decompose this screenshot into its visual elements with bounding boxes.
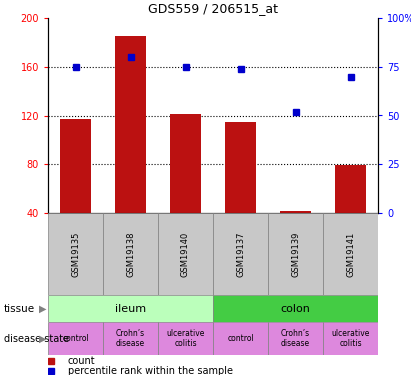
Text: ▶: ▶ (39, 303, 46, 313)
Text: colon: colon (281, 303, 310, 313)
Title: GDS559 / 206515_at: GDS559 / 206515_at (148, 3, 278, 15)
Text: ▶: ▶ (39, 333, 46, 344)
Text: Crohn’s
disease: Crohn’s disease (281, 329, 310, 348)
Bar (48, 322, 103, 355)
Bar (280, 210, 311, 213)
Text: GSM19141: GSM19141 (346, 231, 355, 277)
Text: percentile rank within the sample: percentile rank within the sample (68, 366, 233, 375)
Text: GSM19137: GSM19137 (236, 231, 245, 277)
Text: Crohn’s
disease: Crohn’s disease (116, 329, 145, 348)
Bar (48, 213, 103, 295)
Text: tissue: tissue (4, 303, 35, 313)
Text: GSM19140: GSM19140 (181, 231, 190, 277)
Bar (335, 165, 366, 213)
Bar (323, 213, 378, 295)
Bar (171, 114, 201, 213)
Bar (158, 322, 213, 355)
Bar (323, 322, 378, 355)
Bar (225, 122, 256, 213)
Text: ileum: ileum (115, 303, 146, 313)
Bar (213, 213, 268, 295)
Bar (103, 213, 158, 295)
Text: control: control (62, 334, 89, 343)
Bar (103, 322, 158, 355)
Text: disease state: disease state (4, 333, 69, 344)
Bar (213, 322, 268, 355)
Bar (115, 36, 145, 213)
Text: GSM19138: GSM19138 (126, 231, 135, 277)
Text: GSM19135: GSM19135 (71, 231, 80, 277)
Text: ulcerative
colitis: ulcerative colitis (166, 329, 205, 348)
Bar (48, 295, 213, 322)
Text: control: control (227, 334, 254, 343)
Text: count: count (68, 356, 95, 366)
Bar (213, 295, 378, 322)
Text: ulcerative
colitis: ulcerative colitis (331, 329, 369, 348)
Bar (158, 213, 213, 295)
Bar (268, 322, 323, 355)
Bar (60, 119, 90, 213)
Text: GSM19139: GSM19139 (291, 231, 300, 277)
Bar (268, 213, 323, 295)
